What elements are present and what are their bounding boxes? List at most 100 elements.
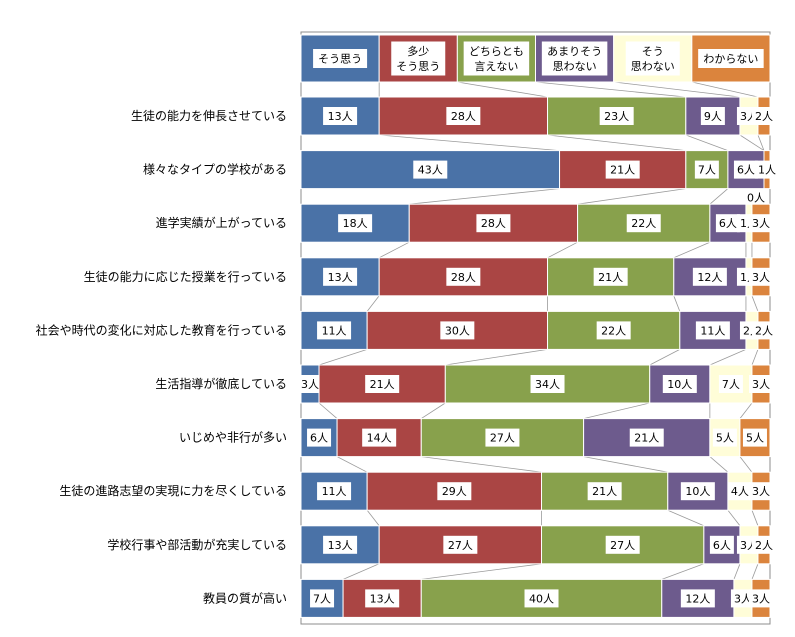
bar-segment xyxy=(300,418,338,458)
series-connector xyxy=(709,456,729,473)
series-connector xyxy=(421,456,542,473)
data-label: 43人 xyxy=(418,164,443,177)
data-label-bg xyxy=(748,589,773,608)
legend-label: そう思う xyxy=(318,53,362,66)
data-label: 6人 xyxy=(713,539,731,552)
category-label: 教員の質が高い xyxy=(203,590,287,605)
data-label: 3人 xyxy=(734,592,752,605)
data-label-bg xyxy=(626,214,661,233)
legend-label: 多少 xyxy=(407,44,429,58)
data-label: 30人 xyxy=(445,324,470,337)
legend-label: わからない xyxy=(703,53,758,66)
data-label-bg xyxy=(680,482,715,501)
data-label-bg xyxy=(530,375,565,393)
data-label: 21人 xyxy=(634,432,659,445)
series-connector xyxy=(739,456,753,473)
data-label: 3人 xyxy=(752,485,770,498)
series-connector xyxy=(547,134,686,151)
category-label: 生徒の能力に応じた授業を行っている xyxy=(84,269,287,284)
data-label: 11人 xyxy=(700,324,725,337)
data-label: 13人 xyxy=(328,110,353,123)
series-connector xyxy=(751,563,759,580)
data-label-bg xyxy=(718,375,743,393)
legend-label-bg xyxy=(463,41,530,76)
data-label-bg xyxy=(437,482,472,501)
data-label: 7人 xyxy=(722,378,740,391)
data-label: 6人 xyxy=(310,432,328,445)
data-label-bg xyxy=(692,267,727,286)
legend-label-bg xyxy=(313,49,368,68)
series-connector xyxy=(583,402,650,419)
data-label-bg xyxy=(629,428,664,447)
data-label: 3人 xyxy=(752,592,770,605)
series-connector xyxy=(739,402,753,419)
data-label: 6人 xyxy=(737,164,755,177)
data-label-bg xyxy=(694,160,719,179)
data-label: 18人 xyxy=(343,217,368,230)
category-label: 社会や時代の変化に対応した教育を行っている xyxy=(36,322,287,337)
data-label: 2人 xyxy=(755,110,773,123)
legend-label-bg xyxy=(391,41,446,76)
data-label: 7人 xyxy=(313,592,331,605)
data-label: 13人 xyxy=(328,539,353,552)
series-connector xyxy=(709,188,729,205)
series-connector xyxy=(751,510,759,526)
series-connector xyxy=(751,349,759,366)
data-label-bg xyxy=(338,214,373,233)
data-label-bg xyxy=(446,107,481,125)
category-label: 生徒の進路志望の実現に力を尽くしている xyxy=(59,483,287,498)
series-connector xyxy=(667,509,705,527)
data-label: 12人 xyxy=(685,592,710,605)
data-label-bg xyxy=(730,589,755,608)
series-connector xyxy=(751,295,759,312)
data-label-bg xyxy=(323,267,358,286)
category-label: 学校行事や部活動が充実している xyxy=(107,537,287,552)
series-connector xyxy=(577,188,686,205)
series-connector xyxy=(661,563,704,580)
data-label: 21人 xyxy=(610,164,635,177)
series-connector xyxy=(739,134,765,151)
data-label: 29人 xyxy=(442,485,467,498)
data-label-bg xyxy=(748,267,773,286)
data-label: 11人 xyxy=(322,485,347,498)
data-label-bg xyxy=(709,535,734,554)
data-label: 1人 xyxy=(758,164,776,177)
data-label: 7人 xyxy=(698,164,716,177)
data-label: 14人 xyxy=(367,432,392,445)
series-connector xyxy=(445,349,548,366)
series-connector xyxy=(421,563,542,580)
legend-item: そう思う xyxy=(300,34,380,83)
data-label-bg xyxy=(727,482,752,501)
data-label-bg xyxy=(413,160,448,179)
data-label: 28人 xyxy=(451,271,476,284)
data-label: 11人 xyxy=(322,324,347,337)
series-connector xyxy=(547,241,578,259)
data-label: 27人 xyxy=(610,539,635,552)
data-label-bg xyxy=(700,107,725,125)
bar-segment xyxy=(679,310,747,350)
data-label: 3人 xyxy=(752,378,770,391)
legend-label-bg xyxy=(698,49,764,68)
series-connector xyxy=(366,509,380,527)
legend-label-bg xyxy=(541,41,608,76)
data-label: 3人 xyxy=(752,217,770,230)
series-connector xyxy=(366,295,380,312)
bar-segment xyxy=(342,578,422,618)
data-label: 21人 xyxy=(592,485,617,498)
data-label: 6人 xyxy=(719,217,737,230)
category-label: 生活指導が徹底している xyxy=(155,376,287,391)
data-label-bg xyxy=(751,107,776,125)
bar-segment xyxy=(420,578,663,618)
data-label-bg xyxy=(605,535,640,554)
legend-label: そう思う xyxy=(396,60,440,73)
category-label: 様々なタイプの学校がある xyxy=(143,162,287,177)
data-label: 27人 xyxy=(490,432,515,445)
data-label-bg xyxy=(593,267,628,286)
data-label: 22人 xyxy=(601,324,626,337)
